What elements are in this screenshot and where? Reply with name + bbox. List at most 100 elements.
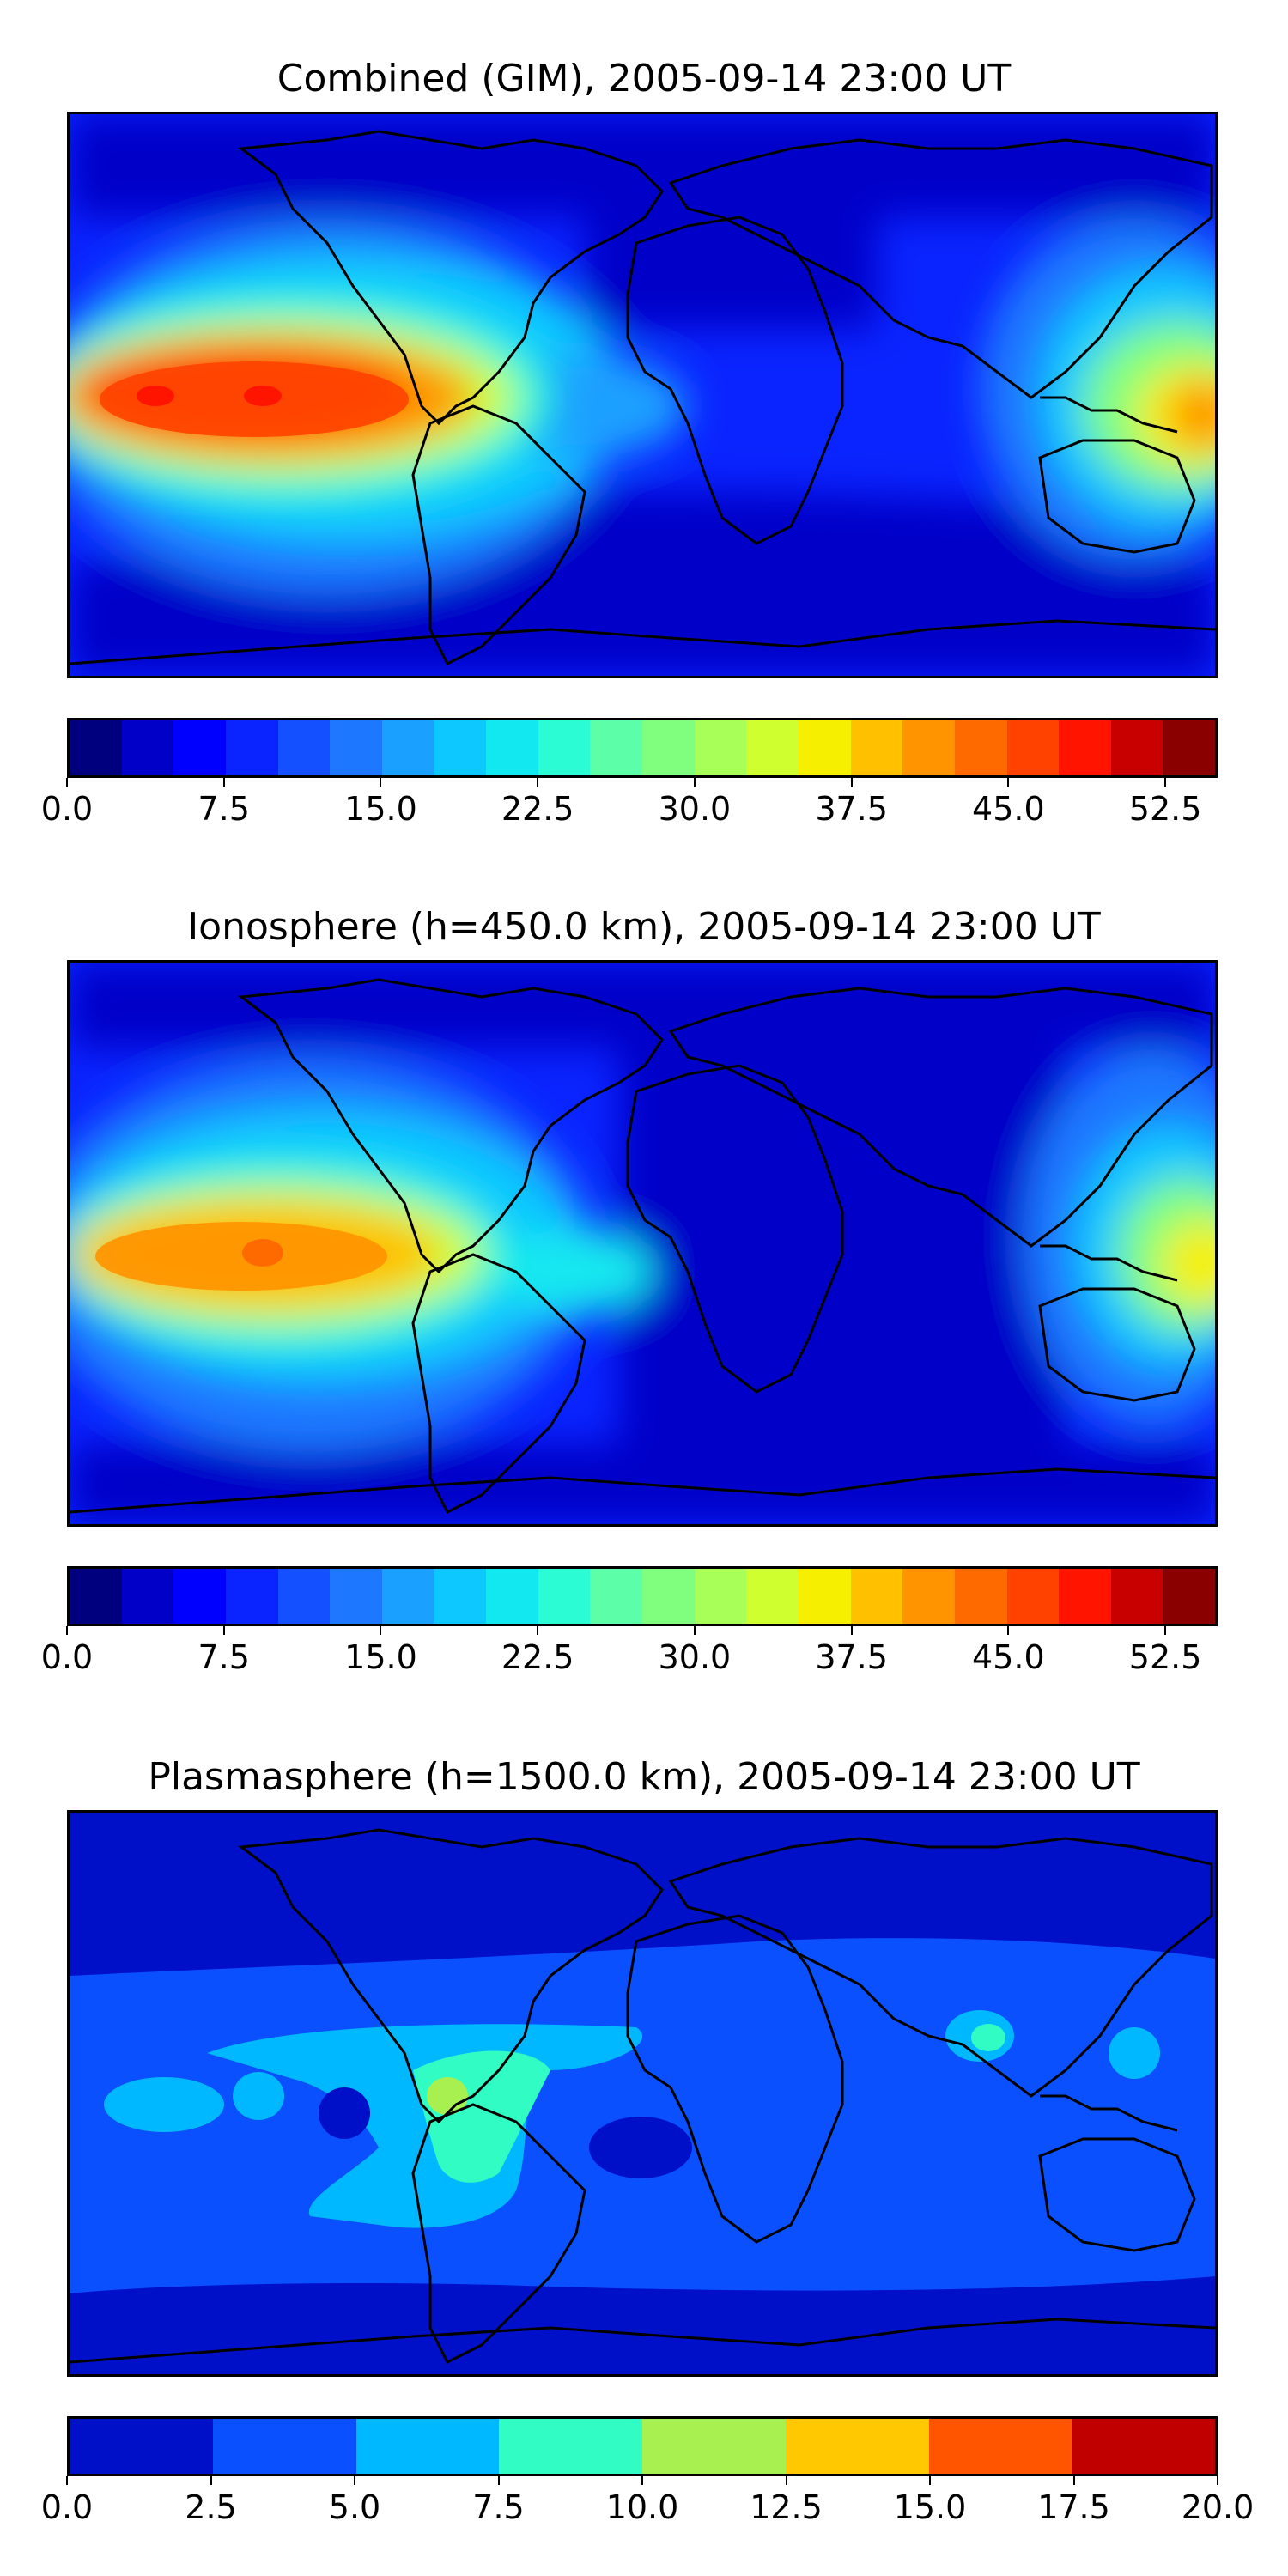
colorbar-segment xyxy=(381,1569,434,1624)
colorbar-ticks-ionosphere: 0.0 7.5 15.0 22.5 30.0 37.5 45.0 52.5 xyxy=(41,1626,1218,1676)
colorbar-segment xyxy=(642,720,695,775)
colorbar-tick-label: 12.5 xyxy=(750,2488,823,2526)
colorbar-tick-mark xyxy=(380,778,382,787)
tec-map-combined xyxy=(70,114,1215,676)
colorbar-segment xyxy=(330,720,382,775)
tec-map-plasmasphere xyxy=(70,1813,1215,2374)
colorbar-tick-label: 22.5 xyxy=(501,1638,574,1676)
colorbar-segment xyxy=(277,1569,331,1624)
colorbar-tick-mark xyxy=(785,2476,787,2485)
colorbar-segment xyxy=(1006,1569,1060,1624)
colorbar-segment xyxy=(902,1569,955,1624)
colorbar-segment xyxy=(1059,1569,1111,1624)
colorbar-segment xyxy=(785,2419,929,2474)
tec-map-ionosphere xyxy=(70,963,1215,1524)
colorbar-tick-mark xyxy=(222,778,225,787)
colorbar-segment xyxy=(225,1569,278,1624)
chart-title-plasmasphere: Plasmasphere (h=1500.0 km), 2005-09-14 2… xyxy=(148,1755,1140,1799)
colorbar-tick-mark xyxy=(1007,778,1010,787)
colorbar-tick-label: 37.5 xyxy=(815,790,888,828)
colorbar-segment xyxy=(277,720,331,775)
chart-title-combined: Combined (GIM), 2005-09-14 23:00 UT xyxy=(276,57,1012,100)
colorbar-segment xyxy=(434,1569,487,1624)
colorbar-tick-mark xyxy=(66,2476,68,2485)
colorbar-segment xyxy=(798,1569,851,1624)
colorbar-tick-label: 2.5 xyxy=(185,2488,237,2526)
colorbar-tick-mark xyxy=(66,1626,68,1635)
map-combined xyxy=(67,112,1218,678)
colorbar-tick-mark xyxy=(929,2476,931,2485)
colorbar-segment xyxy=(850,1569,903,1624)
colorbar-tick-mark xyxy=(1164,778,1167,787)
colorbar-ticks-combined: 0.0 7.5 15.0 22.5 30.0 37.5 45.0 52.5 xyxy=(41,778,1218,828)
colorbar-tick-mark xyxy=(693,1626,696,1635)
colorbar-segment xyxy=(538,1569,591,1624)
colorbar-tick-mark xyxy=(497,2476,500,2485)
colorbar-tick-label: 15.0 xyxy=(344,790,417,828)
colorbar-segment xyxy=(642,2419,786,2474)
colorbar-segment xyxy=(173,1569,226,1624)
colorbar-segment xyxy=(694,1569,747,1624)
colorbar-segment xyxy=(330,1569,382,1624)
colorbar-segment xyxy=(381,720,434,775)
colorbar-tick-label: 0.0 xyxy=(40,790,94,828)
colorbar-segment xyxy=(798,720,851,775)
colorbar-tick-label: 0.0 xyxy=(40,2488,94,2526)
colorbar-segment xyxy=(486,1569,538,1624)
colorbar-segment xyxy=(850,720,903,775)
colorbar-tick-label: 30.0 xyxy=(658,790,732,828)
map-ionosphere xyxy=(67,960,1218,1527)
colorbar-tick-mark xyxy=(537,1626,539,1635)
colorbar-segment xyxy=(954,720,1007,775)
colorbar-ticks-plasmasphere: 0.0 2.5 5.0 7.5 10.0 12.5 15.0 17.5 20.0 xyxy=(41,2476,1254,2526)
colorbar-segment xyxy=(212,2419,356,2474)
colorbar-tick-mark xyxy=(1007,1626,1010,1635)
colorbar-tick-mark xyxy=(354,2476,355,2485)
colorbar-segment xyxy=(355,2419,500,2474)
colorbar-segment xyxy=(746,1569,799,1624)
colorbar-tick-mark xyxy=(850,1626,853,1635)
colorbar-segment xyxy=(590,720,643,775)
colorbar-tick-label: 15.0 xyxy=(893,2488,967,2526)
colorbar-tick-label: 7.5 xyxy=(472,2488,525,2526)
colorbar-tick-label: 10.0 xyxy=(605,2488,679,2526)
colorbar-tick-label: 45.0 xyxy=(972,790,1045,828)
colorbar-ionosphere xyxy=(67,1566,1218,1626)
colorbar-segment xyxy=(70,2419,213,2474)
colorbar-segment xyxy=(746,720,799,775)
colorbar-tick-mark xyxy=(537,778,539,787)
colorbar-segment xyxy=(70,720,122,775)
chart-title-ionosphere: Ionosphere (h=450.0 km), 2005-09-14 23:0… xyxy=(187,905,1101,949)
colorbar-segment xyxy=(121,720,174,775)
colorbar-segment xyxy=(121,1569,174,1624)
colorbar-tick-label: 7.5 xyxy=(197,790,250,828)
colorbar-segment xyxy=(1110,720,1163,775)
colorbar-tick-mark xyxy=(1072,2476,1075,2485)
colorbar-segment xyxy=(694,720,747,775)
colorbar-tick-label: 0.0 xyxy=(40,1638,94,1676)
colorbar-tick-label: 37.5 xyxy=(815,1638,888,1676)
colorbar-segment xyxy=(928,2419,1072,2474)
colorbar-segment xyxy=(954,1569,1007,1624)
colorbar-tick-mark xyxy=(641,2476,643,2485)
colorbar-segment xyxy=(1072,2419,1215,2474)
colorbar-segment xyxy=(486,720,538,775)
colorbar-combined xyxy=(67,718,1218,778)
colorbar-tick-label: 5.0 xyxy=(328,2488,381,2526)
colorbar-tick-label: 30.0 xyxy=(658,1638,732,1676)
colorbar-tick-mark xyxy=(850,778,853,787)
map-plasmasphere xyxy=(67,1810,1218,2377)
colorbar-plasmasphere xyxy=(67,2416,1218,2476)
colorbar-segment xyxy=(70,1569,122,1624)
colorbar-tick-mark xyxy=(222,1626,225,1635)
colorbar-tick-label: 15.0 xyxy=(344,1638,417,1676)
colorbar-segment xyxy=(1059,720,1111,775)
colorbar-tick-mark xyxy=(1164,1626,1167,1635)
colorbar-segment xyxy=(538,720,591,775)
colorbar-tick-label: 7.5 xyxy=(197,1638,250,1676)
colorbar-tick-label: 52.5 xyxy=(1128,1638,1202,1676)
colorbar-segment xyxy=(1163,720,1216,775)
colorbar-segment xyxy=(1163,1569,1216,1624)
colorbar-segment xyxy=(225,720,278,775)
colorbar-segment xyxy=(434,720,487,775)
